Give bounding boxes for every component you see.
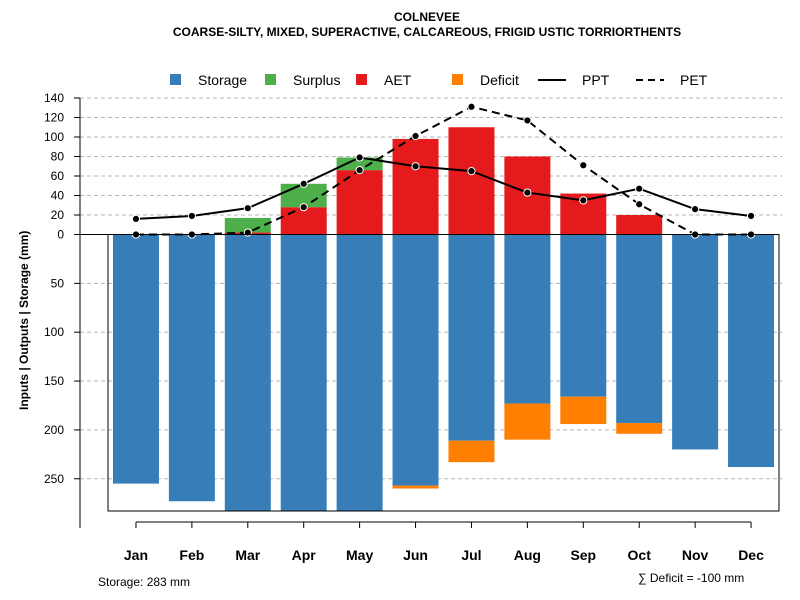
y-axis-label: Inputs | Outputs | Storage (mm): [17, 231, 31, 410]
pet-point-aug: [523, 116, 532, 125]
legend-swatch-aet: [356, 74, 367, 85]
y-tick-label-lower-50: 50: [51, 276, 65, 290]
storage-bar-sep: [560, 234, 607, 397]
storage-bar-nov: [672, 234, 719, 450]
storage-bar-aug: [504, 234, 551, 404]
pet-point-oct: [635, 200, 644, 209]
y-tick-label-upper-100: 100: [44, 130, 64, 144]
ppt-point-nov: [691, 205, 700, 214]
x-tick-label-jun: Jun: [403, 547, 428, 563]
storage-note: Storage: 283 mm: [98, 575, 190, 589]
ppt-point-jul: [467, 167, 476, 176]
storage-bar-feb: [168, 234, 215, 502]
y-tick-label-lower-200: 200: [44, 423, 64, 437]
pet-point-may: [355, 166, 364, 175]
ppt-point-jun: [411, 162, 420, 171]
y-tick-label-upper-120: 120: [44, 111, 64, 125]
y-tick-label-upper-60: 60: [51, 169, 65, 183]
ppt-point-aug: [523, 188, 532, 197]
legend-swatch-deficit: [452, 74, 463, 85]
aet-bar-jul: [448, 127, 495, 235]
storage-bar-jan: [112, 234, 159, 484]
deficit-bar-sep: [560, 396, 607, 425]
y-tick-label-upper-40: 40: [51, 189, 65, 203]
x-tick-label-jan: Jan: [124, 547, 148, 563]
x-tick-label-aug: Aug: [514, 547, 541, 563]
x-tick-label-mar: Mar: [235, 547, 260, 563]
pet-point-jun: [411, 131, 420, 141]
ppt-point-mar: [243, 204, 252, 213]
x-tick-label-sep: Sep: [570, 547, 596, 563]
pet-point-mar: [243, 228, 252, 237]
y-tick-label-upper-140: 140: [44, 91, 64, 105]
y-tick-label-lower-150: 150: [44, 374, 64, 388]
pet-point-sep: [579, 161, 588, 170]
legend-label-deficit: Deficit: [480, 72, 519, 88]
ppt-point-jan: [131, 214, 141, 223]
deficit-bar-oct: [616, 423, 663, 434]
x-tick-label-oct: Oct: [628, 547, 652, 563]
x-tick-label-may: May: [346, 547, 373, 563]
axes: 0 20 40 60 80 100 120 140 50 100 150 200 250 Jan Feb Ma…: [44, 91, 780, 563]
legend: Storage Surplus AET Deficit PPT PET: [170, 72, 708, 88]
x-tick-label-nov: Nov: [682, 547, 709, 563]
x-tick-label-jul: Jul: [461, 547, 481, 563]
bars: [112, 127, 775, 511]
aet-bar-apr: [280, 207, 327, 235]
ppt-point-feb: [187, 211, 196, 221]
deficit-bar-jul: [448, 440, 495, 463]
surplus-bar-may: [336, 157, 383, 171]
ppt-point-may: [355, 153, 364, 162]
deficit-bar-aug: [504, 403, 551, 440]
legend-label-storage: Storage: [198, 72, 247, 88]
ppt-line: [135, 156, 752, 220]
storage-bar-mar: [224, 234, 271, 511]
pet-point-apr: [299, 203, 308, 212]
aet-bar-jun: [392, 138, 439, 235]
legend-label-pet: PET: [680, 72, 708, 88]
pet-point-jul: [467, 102, 476, 111]
y-tick-label-upper-0: 0: [57, 228, 64, 242]
legend-swatch-storage: [170, 74, 181, 85]
x-tick-label-feb: Feb: [179, 547, 204, 563]
y-tick-label-lower-100: 100: [44, 325, 64, 339]
ppt-point-sep: [579, 196, 588, 205]
y-tick-label-lower-250: 250: [44, 472, 64, 486]
aet-bar-oct: [616, 215, 663, 235]
storage-bar-may: [336, 234, 383, 511]
deficit-bar-jun: [392, 485, 439, 489]
x-tick-label-apr: Apr: [292, 547, 317, 563]
legend-label-ppt: PPT: [582, 72, 610, 88]
y-tick-label-upper-20: 20: [51, 208, 65, 222]
storage-bar-dec: [728, 234, 775, 468]
storage-bar-oct: [616, 234, 663, 424]
ppt-point-apr: [299, 179, 308, 188]
x-tick-label-dec: Dec: [738, 547, 764, 563]
legend-label-aet: AET: [384, 72, 412, 88]
lines: [131, 102, 756, 239]
ppt-point-dec: [746, 211, 756, 221]
deficit-note: ∑ Deficit = -100 mm: [638, 571, 744, 585]
legend-label-surplus: Surplus: [293, 72, 340, 88]
storage-bar-apr: [280, 234, 327, 511]
legend-swatch-surplus: [265, 74, 276, 85]
storage-bar-jun: [392, 234, 439, 486]
surplus-bar-mar: [224, 217, 271, 233]
chart-title: COLNEVEE: [394, 10, 460, 24]
storage-bar-jul: [448, 234, 495, 441]
ppt-point-oct: [635, 184, 644, 193]
y-tick-label-upper-80: 80: [51, 150, 65, 164]
pet-line: [135, 105, 752, 236]
chart-subtitle: COARSE-SILTY, MIXED, SUPERACTIVE, CALCAR…: [173, 25, 681, 39]
